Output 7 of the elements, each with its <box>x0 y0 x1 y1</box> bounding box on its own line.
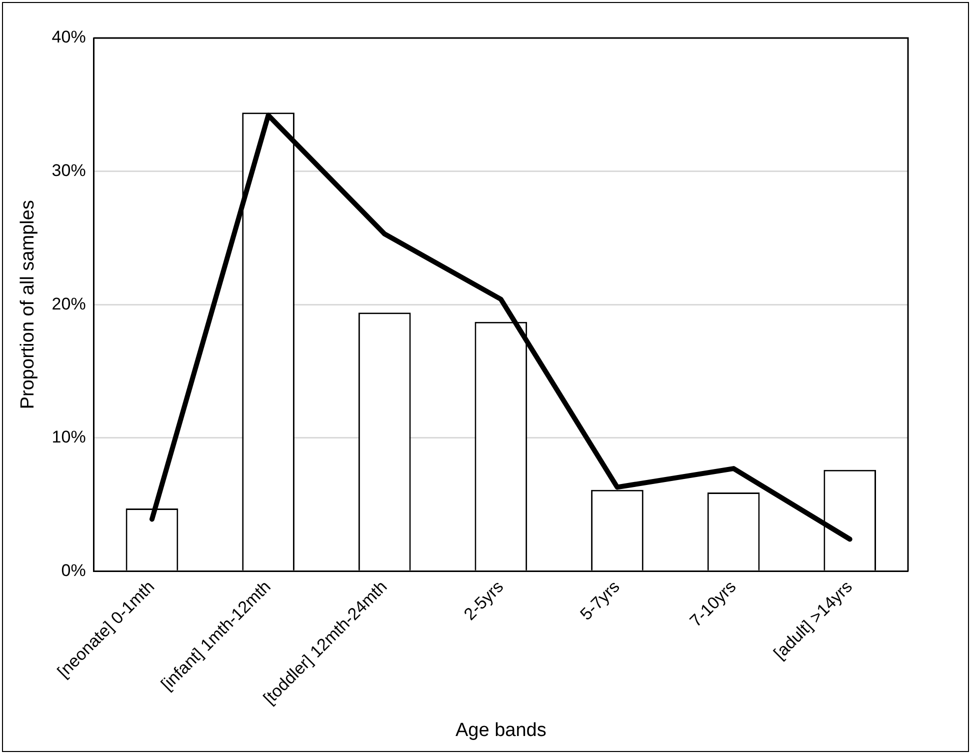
y-tick-label: 30% <box>52 160 86 180</box>
x-axis-title: Age bands <box>455 720 546 741</box>
y-tick-label: 20% <box>52 294 86 314</box>
y-tick-label: 10% <box>52 428 86 447</box>
y-axis-title: Proportion of all samples <box>18 200 39 410</box>
y-tick-label: 0% <box>61 560 86 580</box>
y-tick-label: 40% <box>52 28 86 47</box>
